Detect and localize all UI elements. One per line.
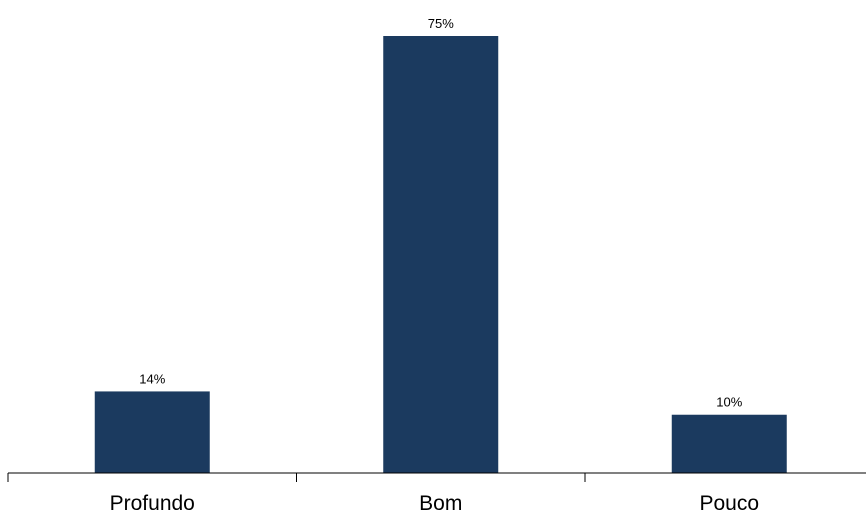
category-label-profundo: Profundo — [110, 492, 195, 515]
bar-bom — [383, 36, 498, 473]
bars-group — [95, 36, 787, 473]
value-label-bom: 75% — [428, 16, 454, 31]
x-axis-ticks — [8, 473, 585, 482]
category-label-pouco: Pouco — [699, 492, 759, 515]
bar-pouco — [672, 415, 787, 473]
value-label-profundo: 14% — [139, 371, 165, 386]
category-label-bom: Bom — [419, 492, 462, 515]
bar-profundo — [95, 391, 210, 473]
category-labels-group: Profundo Bom Pouco — [110, 492, 759, 515]
value-label-pouco: 10% — [716, 395, 742, 410]
